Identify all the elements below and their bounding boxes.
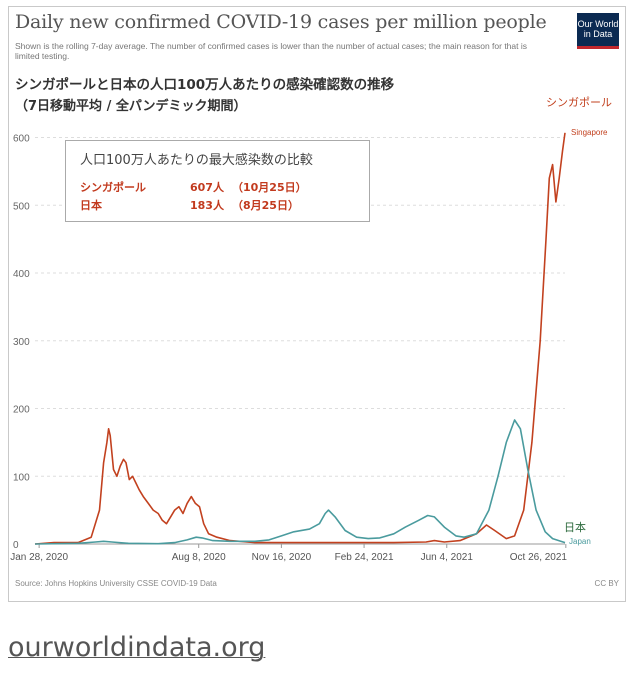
comparison-value: 183人: [190, 199, 224, 212]
logo-line2: in Data: [583, 29, 613, 39]
owid-logo[interactable]: Our World in Data: [577, 13, 619, 49]
y-tick-label: 0: [13, 540, 19, 551]
x-tick-label: Jan 28, 2020: [10, 552, 68, 563]
comparison-box: 人口100万人あたりの最大感染数の比較 シンガポール 607人 （10月25日）…: [65, 140, 370, 222]
x-tick-label: Aug 8, 2020: [172, 552, 226, 563]
y-tick-label: 500: [13, 201, 30, 212]
chart-card: Daily new confirmed COVID-19 cases per m…: [8, 6, 626, 602]
x-tick-label: Feb 24, 2021: [335, 552, 394, 563]
y-tick-label: 600: [13, 134, 30, 145]
comparison-country: 日本: [80, 199, 102, 212]
comparison-heading: 人口100万人あたりの最大感染数の比較: [80, 153, 313, 168]
chart-subtitle: Shown is the rolling 7-day average. The …: [15, 41, 528, 61]
logo-line1: Our World: [577, 19, 619, 29]
japanese-title: シンガポールと日本の人口100万人あたりの感染確認数の推移: [15, 77, 395, 93]
comparison-value: 607人: [190, 181, 224, 194]
source-note[interactable]: Source: Johns Hopkins University CSSE CO…: [15, 579, 217, 588]
series-label-singapore-en: Singapore: [571, 128, 608, 137]
license-note[interactable]: CC BY: [594, 579, 619, 588]
y-tick-label: 200: [13, 405, 30, 416]
x-tick-label: Jun 4, 2021: [421, 552, 474, 563]
series-line-japan: [34, 419, 566, 545]
y-tick-label: 100: [13, 472, 30, 483]
series-label-japan-ja: 日本: [564, 520, 586, 534]
x-tick-label: Nov 16, 2020: [252, 552, 312, 563]
x-tick-label: Oct 26, 2021: [510, 552, 568, 563]
comparison-date: （8月25日）: [232, 199, 299, 212]
series-label-japan-en: Japan: [569, 537, 591, 546]
line-chart[interactable]: 0 100 200 300 400 500 600 Jan 28, 2020 Aug 8, 20…: [9, 7, 625, 601]
series-label-singapore-ja: シンガポール: [546, 96, 612, 109]
comparison-date: （10月25日）: [232, 181, 307, 194]
comparison-country: シンガポール: [80, 181, 146, 194]
chart-title: Daily new confirmed COVID-19 cases per m…: [15, 11, 547, 33]
y-tick-label: 400: [13, 269, 30, 280]
japanese-subtitle: （7日移動平均 / 全パンデミック期間）: [15, 99, 247, 114]
y-tick-label: 300: [13, 337, 30, 348]
site-link[interactable]: ourworldindata.org: [8, 632, 266, 663]
series-line-singapore: [34, 132, 566, 545]
